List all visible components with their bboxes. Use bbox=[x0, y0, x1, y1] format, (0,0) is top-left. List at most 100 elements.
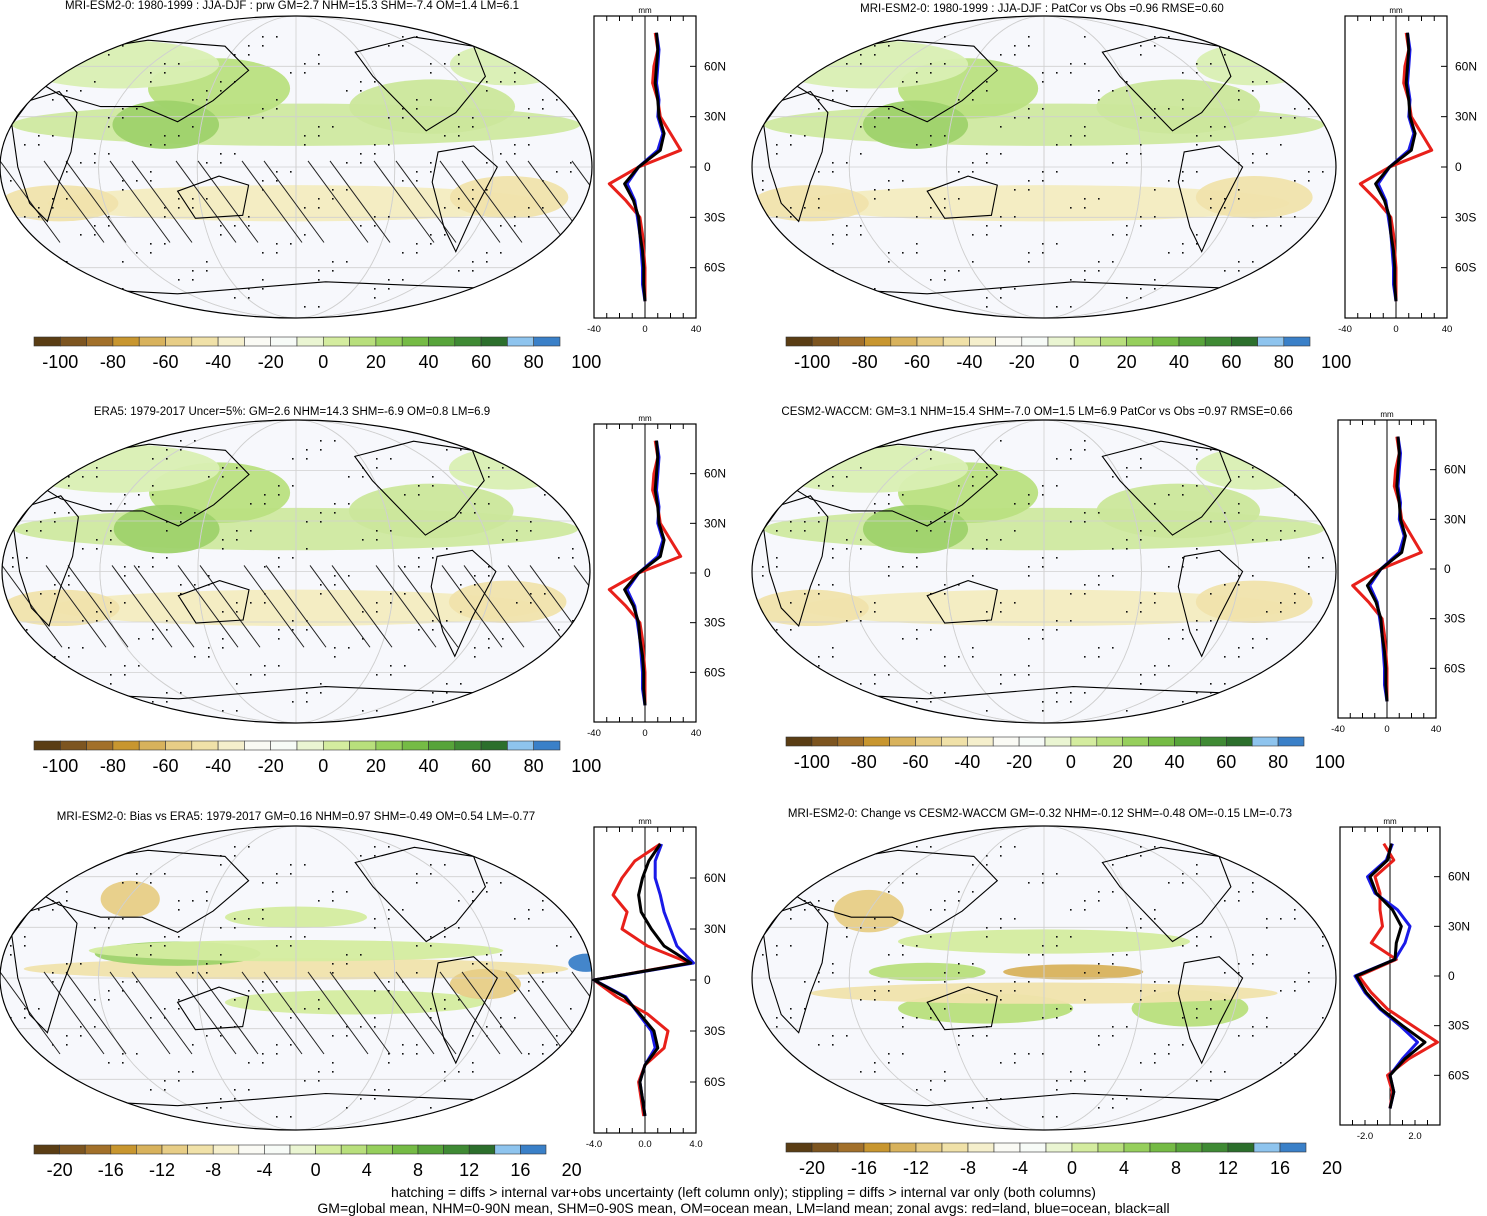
colorbar-swatch bbox=[113, 741, 139, 750]
colorbar-label: 60 bbox=[471, 352, 491, 372]
colorbar-swatch bbox=[812, 1143, 838, 1152]
colorbar-label: 16 bbox=[510, 1160, 530, 1180]
colorbar-swatch bbox=[297, 337, 323, 346]
colorbar-label: -60 bbox=[152, 756, 178, 776]
colorbar-label: -12 bbox=[903, 1158, 929, 1178]
x-tick-label: 40 bbox=[691, 728, 702, 739]
anomaly-region bbox=[449, 447, 567, 489]
colorbar-swatch bbox=[1046, 1143, 1072, 1152]
colorbar-label: -20 bbox=[47, 1160, 73, 1180]
colorbar-label: -80 bbox=[852, 352, 878, 372]
colorbar-swatch bbox=[350, 741, 376, 750]
lat-tick-label: 30S bbox=[1448, 1019, 1469, 1033]
x-tick-label: 0 bbox=[1384, 724, 1389, 735]
colorbar-swatch bbox=[891, 337, 917, 346]
colorbar-swatch bbox=[418, 1145, 444, 1154]
colorbar-label: -60 bbox=[152, 352, 178, 372]
lat-tick-label: 60S bbox=[704, 665, 725, 679]
colorbar-swatch bbox=[507, 741, 533, 750]
lat-tick-label: 30S bbox=[1455, 210, 1476, 224]
colorbar-swatch bbox=[890, 1143, 916, 1152]
map-panel-5 bbox=[0, 826, 698, 1130]
colorbar-swatch bbox=[1072, 1143, 1098, 1152]
x-tick-label: 0.0 bbox=[638, 1139, 651, 1150]
colorbar-swatch bbox=[1176, 1143, 1202, 1152]
colorbar-label: 0 bbox=[311, 1160, 321, 1180]
footer-note-hatching: hatching = diffs > internal var+obs unce… bbox=[0, 1184, 1487, 1200]
x-tick-label: 0 bbox=[642, 728, 647, 739]
x-tick-label: 0 bbox=[1393, 324, 1398, 335]
colorbar-swatch bbox=[1019, 737, 1045, 746]
colorbar-swatch bbox=[1098, 1143, 1124, 1152]
colorbar-swatch bbox=[1226, 737, 1252, 746]
colorbar-label: -80 bbox=[100, 352, 126, 372]
lat-tick-label: 30N bbox=[1444, 512, 1466, 526]
zonal-units-label: mm bbox=[638, 6, 652, 15]
colorbar-swatch bbox=[916, 737, 942, 746]
x-tick-label: 40 bbox=[1442, 324, 1453, 335]
colorbar-swatch bbox=[297, 741, 323, 750]
colorbar-swatch bbox=[341, 1145, 367, 1154]
colorbar-swatch bbox=[1100, 337, 1126, 346]
colorbar-swatch bbox=[166, 741, 192, 750]
colorbar-swatch bbox=[941, 737, 967, 746]
colorbar-swatch bbox=[993, 737, 1019, 746]
colorbar-swatch bbox=[507, 337, 533, 346]
x-tick-label: 40 bbox=[1431, 724, 1442, 735]
colorbar-swatch bbox=[1074, 337, 1100, 346]
colorbar-label: 100 bbox=[1315, 752, 1345, 772]
lat-tick-label: 30S bbox=[704, 616, 725, 630]
colorbar-swatch bbox=[838, 1143, 864, 1152]
lat-tick-label: 30S bbox=[1444, 612, 1465, 626]
colorbar-label: 20 bbox=[1117, 352, 1137, 372]
colorbar-swatch bbox=[1153, 337, 1179, 346]
colorbar-swatch bbox=[1022, 337, 1048, 346]
colorbar-label: 40 bbox=[1164, 752, 1184, 772]
colorbar-swatch bbox=[838, 737, 864, 746]
colorbar-swatch bbox=[60, 1145, 86, 1154]
colorbar-label: 80 bbox=[524, 756, 544, 776]
colorbar-swatch bbox=[942, 1143, 968, 1152]
anomaly-region bbox=[20, 444, 220, 492]
colorbar-label: 4 bbox=[362, 1160, 372, 1180]
lat-tick-label: 60N bbox=[704, 467, 726, 481]
colorbar-swatch bbox=[495, 1145, 521, 1154]
colorbar-swatch bbox=[481, 337, 507, 346]
colorbar-swatch bbox=[1175, 737, 1201, 746]
colorbar-label: 0 bbox=[1067, 1158, 1077, 1178]
colorbar-swatch bbox=[402, 337, 428, 346]
colorbar-label: 16 bbox=[1270, 1158, 1290, 1178]
colorbar-swatch bbox=[271, 337, 297, 346]
colorbar-swatch bbox=[455, 741, 481, 750]
colorbar-label: 60 bbox=[1216, 752, 1236, 772]
colorbar-label: -20 bbox=[258, 756, 284, 776]
colorbar-swatch bbox=[87, 741, 113, 750]
colorbar-swatch bbox=[376, 337, 402, 346]
colorbar-label: 0 bbox=[318, 756, 328, 776]
colorbar-label: 0 bbox=[1066, 752, 1076, 772]
colorbar-label: -20 bbox=[799, 1158, 825, 1178]
anomaly-region bbox=[101, 881, 160, 917]
colorbar-swatch bbox=[136, 1145, 162, 1154]
colorbar-swatch bbox=[1097, 737, 1123, 746]
colorbar-label: -60 bbox=[904, 352, 930, 372]
colorbar-label: 20 bbox=[562, 1160, 582, 1180]
x-tick-label: -40 bbox=[1338, 324, 1352, 335]
colorbar-swatch bbox=[1280, 1143, 1306, 1152]
colorbar-swatch bbox=[1071, 737, 1097, 746]
colorbar-swatch bbox=[139, 741, 165, 750]
colorbar-swatch bbox=[1228, 1143, 1254, 1152]
colorbar-swatch bbox=[264, 1145, 290, 1154]
colorbar-swatch bbox=[323, 741, 349, 750]
colorbar-swatch bbox=[85, 1145, 111, 1154]
anomaly-region bbox=[1196, 43, 1313, 85]
colorbar-swatch bbox=[967, 737, 993, 746]
anomaly-region bbox=[450, 43, 568, 85]
x-tick-label: -40 bbox=[1331, 724, 1345, 735]
colorbar-swatch bbox=[192, 337, 218, 346]
